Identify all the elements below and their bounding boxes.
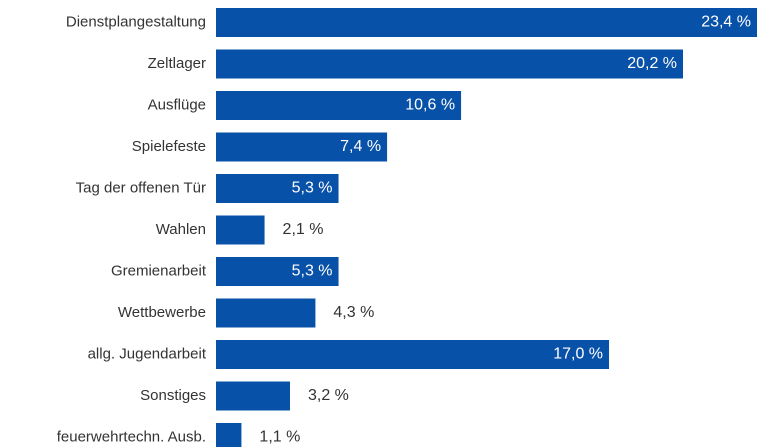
value-label: 3,2 %	[308, 387, 349, 404]
value-label: 2,1 %	[283, 221, 324, 238]
value-labels-group: 23,4 % 20,2 % 10,6 % 7,4 % 5,3 % 2,1 % 5,3 % 4,…	[259, 14, 751, 446]
category-label: Ausflüge	[148, 96, 206, 113]
bar	[216, 8, 757, 37]
category-label: Spielefeste	[132, 138, 206, 155]
bar	[216, 91, 462, 120]
category-label: Dienstplangestaltung	[66, 13, 206, 30]
category-label: Gremienarbeit	[111, 262, 207, 279]
bar	[216, 257, 339, 286]
bar	[216, 174, 339, 203]
value-label: 20,2 %	[627, 55, 677, 72]
category-label: Wettbewerbe	[118, 304, 206, 321]
bar	[216, 381, 290, 411]
category-label: Sonstiges	[140, 387, 206, 404]
category-label: allg. Jugendarbeit	[88, 345, 207, 362]
bars-group	[216, 8, 757, 447]
bar	[216, 49, 684, 79]
bar	[216, 298, 316, 328]
value-label: 7,4 %	[340, 138, 381, 155]
value-label: 5,3 %	[292, 180, 333, 197]
value-label: 4,3 %	[333, 304, 374, 321]
value-label: 10,6 %	[405, 97, 455, 114]
bar	[216, 340, 610, 369]
category-label: Tag der offenen Tür	[76, 179, 206, 196]
category-label: Wahlen	[156, 221, 206, 238]
value-label: 23,4 %	[701, 14, 751, 31]
bar	[216, 215, 265, 245]
value-label: 5,3 %	[292, 263, 333, 280]
category-label: feuerwehrtechn. Ausb.	[57, 428, 206, 445]
category-labels-group: Dienstplangestaltung Zeltlager Ausflüge Spi…	[57, 13, 207, 445]
bar	[216, 423, 242, 447]
category-label: Zeltlager	[148, 55, 206, 72]
bar	[216, 132, 388, 162]
value-label: 1,1 %	[259, 429, 300, 446]
value-label: 17,0 %	[553, 346, 603, 363]
